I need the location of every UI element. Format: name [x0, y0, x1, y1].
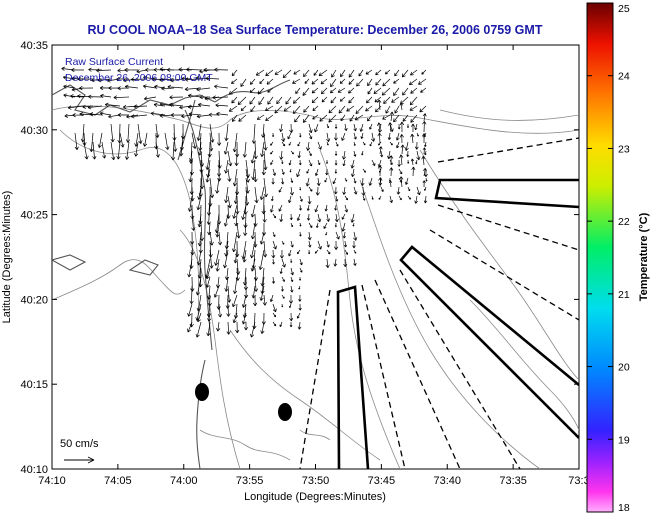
colorbar-tick-label: 20: [618, 362, 630, 374]
y-tick-label: 40:25: [20, 210, 48, 222]
x-axis-label: Longitude (Degrees:Minutes): [244, 491, 386, 503]
colorbar-ticks: 18 19 20 21 22 23 24 25: [587, 2, 630, 514]
station-marker-1: [195, 383, 209, 401]
scale-label: 50 cm/s: [60, 438, 99, 450]
x-tick-label: 74:00: [170, 475, 198, 487]
x-tick-label: 73:40: [433, 475, 461, 487]
y-tick-label: 40:10: [20, 464, 48, 476]
bathymetry-contours: [52, 105, 579, 469]
colorbar-tick-label: 21: [618, 289, 630, 301]
colorbar-label: Temperature (°C): [638, 212, 650, 301]
colorbar-tick-label: 23: [618, 143, 630, 155]
colorbar-tick-label: 22: [618, 216, 630, 228]
figure-title: RU COOL NOAA−18 Sea Surface Temperature:…: [88, 23, 543, 37]
x-axis-ticks: 74:10 74:05 74:00 73:55 73:50 73:45 73:40 73:35…: [38, 45, 590, 487]
colorbar: [586, 2, 614, 513]
x-tick-label: 73:45: [368, 475, 396, 487]
station-marker-2: [278, 403, 292, 421]
x-tick-label: 73:3: [568, 475, 589, 487]
annotation-line-2: December 26, 2006 08:00 GMT: [65, 72, 213, 84]
colorbar-tick-label: 25: [618, 3, 630, 15]
surface-current-vectors: [61, 66, 428, 338]
y-tick-label: 40:20: [20, 294, 48, 306]
radar-coverage-sectors: [299, 137, 579, 469]
x-tick-label: 73:50: [302, 475, 330, 487]
x-tick-label: 74:05: [104, 475, 132, 487]
coastline: [52, 79, 291, 469]
x-tick-label: 73:35: [499, 475, 527, 487]
colorbar-tick-label: 24: [618, 71, 630, 83]
y-tick-label: 40:35: [20, 40, 48, 52]
annotation-line-1: Raw Surface Current: [65, 56, 163, 68]
y-tick-label: 40:30: [20, 125, 48, 137]
y-axis-ticks: 40:10 40:15 40:20 40:25 40:30 40:35: [20, 40, 579, 476]
y-axis-label: Latitude (Degrees:Minutes): [1, 191, 13, 324]
scale-arrow: [64, 456, 95, 464]
colorbar-tick-label: 18: [618, 502, 630, 514]
x-tick-label: 74:10: [38, 475, 66, 487]
y-tick-label: 40:15: [20, 379, 48, 391]
radar-beam-outlines: [336, 178, 579, 469]
x-tick-label: 73:55: [236, 475, 264, 487]
colorbar-tick-label: 19: [618, 434, 630, 446]
